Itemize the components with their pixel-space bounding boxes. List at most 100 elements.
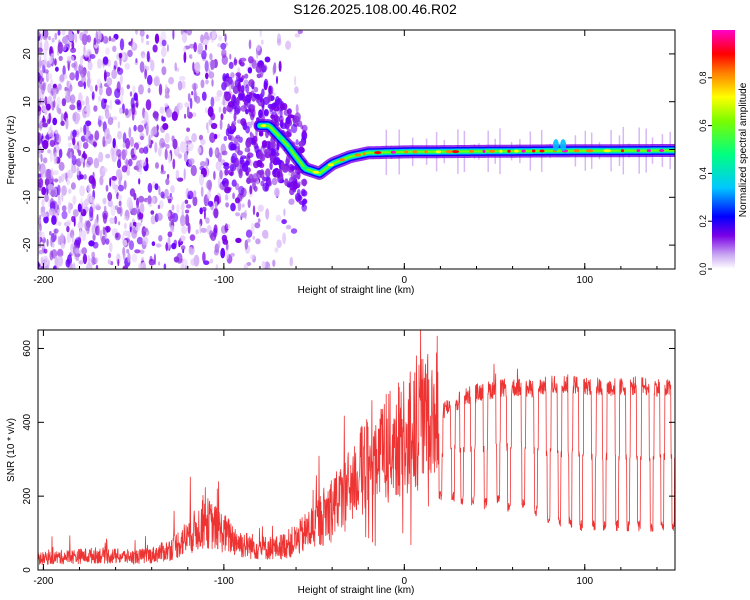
noise-blob <box>73 216 76 227</box>
noise-blob <box>123 180 127 190</box>
noise-blob <box>190 54 193 60</box>
noise-blob <box>93 37 97 46</box>
noise-blob <box>257 204 264 212</box>
noise-blob <box>139 147 145 154</box>
noise-blob <box>248 39 252 50</box>
colorbar: 0.0 0.2 0.4 0.6 0.8 Normalized spectral ampl… <box>698 30 749 275</box>
noise-blob <box>51 37 55 43</box>
noise-blob <box>60 173 65 183</box>
noise-blob <box>102 212 108 224</box>
snr-ytick-label: 600 <box>22 340 33 357</box>
noise-blob <box>53 152 58 165</box>
noise-blob <box>152 44 158 53</box>
snr-y-axis: 0 200 400 600 <box>22 340 675 573</box>
noise-blob <box>278 60 282 72</box>
noise-blob <box>41 198 45 207</box>
ridge-hotspot <box>362 152 366 156</box>
noise-blob <box>120 94 123 105</box>
noise-blob <box>294 33 301 38</box>
snr-x-axis: -200 -100 0 100 <box>33 330 658 587</box>
noise-blob <box>109 112 112 125</box>
noise-blob <box>41 186 47 196</box>
noise-blob <box>133 221 136 226</box>
noise-blob <box>76 30 80 35</box>
noise-blob <box>86 262 93 269</box>
noise-blob <box>255 238 261 245</box>
noise-blob <box>246 262 252 266</box>
noise-blob <box>203 209 206 220</box>
noise-blob <box>77 220 84 230</box>
noise-blob <box>208 68 211 75</box>
noise-blob <box>123 239 128 247</box>
noise-blob <box>225 194 229 201</box>
noise-blob <box>67 142 72 148</box>
ridge-hotspot <box>499 149 503 153</box>
noise-blob <box>52 117 58 126</box>
noise-blob <box>190 258 197 266</box>
noise-blob <box>45 103 51 111</box>
noise-blob <box>129 91 133 97</box>
onset-blob <box>248 104 256 110</box>
noise-blob <box>83 81 87 90</box>
noise-blob <box>179 75 186 81</box>
noise-blob <box>71 41 75 50</box>
noise-blob <box>139 30 145 37</box>
onset-blob <box>240 118 247 127</box>
colorbar-tick-label: 0.4 <box>698 167 708 180</box>
noise-blob <box>115 232 119 239</box>
noise-blob <box>209 132 216 143</box>
noise-blob <box>161 66 167 76</box>
noise-blob <box>51 242 55 248</box>
noise-blob <box>138 195 145 203</box>
spectrogram-ytick-label: -10 <box>22 190 33 205</box>
noise-blob <box>180 245 186 251</box>
noise-blob <box>257 218 261 223</box>
noise-blob <box>209 230 214 239</box>
noise-blob <box>164 188 169 199</box>
noise-blob <box>47 183 54 191</box>
noise-blob <box>43 248 48 254</box>
noise-blob <box>107 199 113 208</box>
noise-blob <box>89 54 96 59</box>
noise-blob <box>43 69 49 74</box>
noise-blob <box>186 127 191 132</box>
snr-xtick-label: -200 <box>33 576 53 587</box>
noise-blob <box>206 122 209 131</box>
noise-blob <box>160 142 167 148</box>
noise-blob <box>209 258 214 264</box>
ridge-hotspot <box>327 163 334 167</box>
noise-blob <box>193 190 197 198</box>
noise-blob <box>97 58 103 69</box>
noise-blob <box>274 187 280 197</box>
noise-blob <box>158 83 163 96</box>
noise-blob <box>135 30 138 35</box>
noise-blob <box>225 202 230 208</box>
noise-blob <box>49 231 52 236</box>
noise-blob <box>92 241 99 249</box>
noise-blob <box>210 59 216 70</box>
noise-blob <box>72 129 77 138</box>
noise-blob <box>126 170 130 176</box>
noise-blob <box>109 217 115 224</box>
noise-blob <box>47 149 51 154</box>
snr-xtick-label: 100 <box>576 576 593 587</box>
noise-blob <box>40 243 46 249</box>
noise-blob <box>106 77 113 86</box>
noise-blob <box>151 126 158 135</box>
noise-blob <box>39 214 42 220</box>
snr-ytick-label: 400 <box>22 414 33 431</box>
noise-blob <box>214 95 221 102</box>
noise-blob <box>51 215 57 226</box>
noise-blob <box>41 105 47 113</box>
onset-blob <box>263 78 269 89</box>
noise-blob <box>262 229 269 239</box>
noise-blob <box>150 215 156 225</box>
onset-blob <box>251 107 256 118</box>
noise-blob <box>66 225 70 233</box>
noise-blob <box>41 213 48 218</box>
ridge-hotspot <box>646 149 652 153</box>
noise-blob <box>197 146 202 154</box>
onset-blob <box>245 108 249 115</box>
noise-blob <box>101 98 107 110</box>
noise-blob <box>121 165 128 173</box>
